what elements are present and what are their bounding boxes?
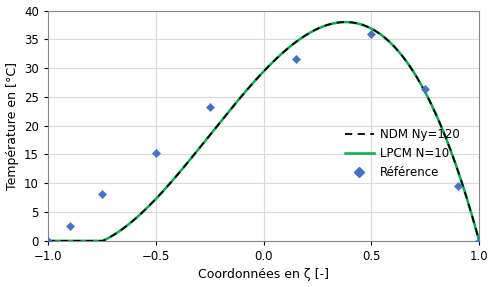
Y-axis label: Température en [°C]: Température en [°C] [5,62,19,190]
Point [44,238,52,243]
Point [292,57,300,62]
Legend: NDM Ny=120, LPCM N=10, Référence: NDM Ny=120, LPCM N=10, Référence [340,123,464,183]
Point [475,238,483,243]
Point [421,87,429,92]
Point [152,150,160,155]
Point [98,192,106,197]
Point [453,184,461,189]
X-axis label: Coordonnées en ζ [-]: Coordonnées en ζ [-] [198,268,329,282]
Point [368,31,375,36]
Point [206,105,213,110]
Point [66,224,74,228]
